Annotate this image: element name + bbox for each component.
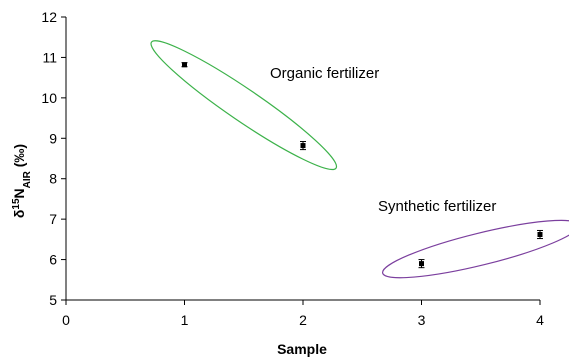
y-axis-title-main: δ [11,210,27,219]
data-points [181,62,543,269]
y-tick-label: 12 [41,9,57,25]
y-tick-label: 5 [49,292,57,308]
y-axis-title-sym: N [11,188,27,198]
x-tick-label: 4 [536,312,544,328]
data-point [537,232,543,238]
data-point [182,62,187,68]
y-axis-title-unit: (‰) [11,144,27,171]
y-tick-label: 10 [41,90,57,106]
x-tick-label: 0 [62,312,70,328]
y-axis-title: δ15NAIR (‰) [11,144,33,218]
group-ellipse [381,219,569,279]
group-ellipses [150,40,569,279]
annotation-organic: Organic fertilizer [270,65,379,82]
y-tick-label: 9 [49,130,57,146]
y-tick-label: 8 [49,171,57,187]
y-tick-label: 11 [42,49,57,65]
annotation-synthetic: Synthetic fertilizer [378,198,496,215]
y-tick-label: 7 [49,211,57,227]
x-tick-label: 1 [181,312,189,328]
x-tick-label: 2 [299,312,307,328]
x-axis-title: Sample [277,341,327,357]
data-point [419,261,424,267]
data-point [300,143,306,149]
y-axis-title-sup: 15 [11,198,22,210]
group-ellipse [150,40,338,171]
y-axis-title-sub: AIR [22,170,33,188]
y-tick-label: 6 [49,252,57,268]
x-tick-label: 3 [418,312,426,328]
